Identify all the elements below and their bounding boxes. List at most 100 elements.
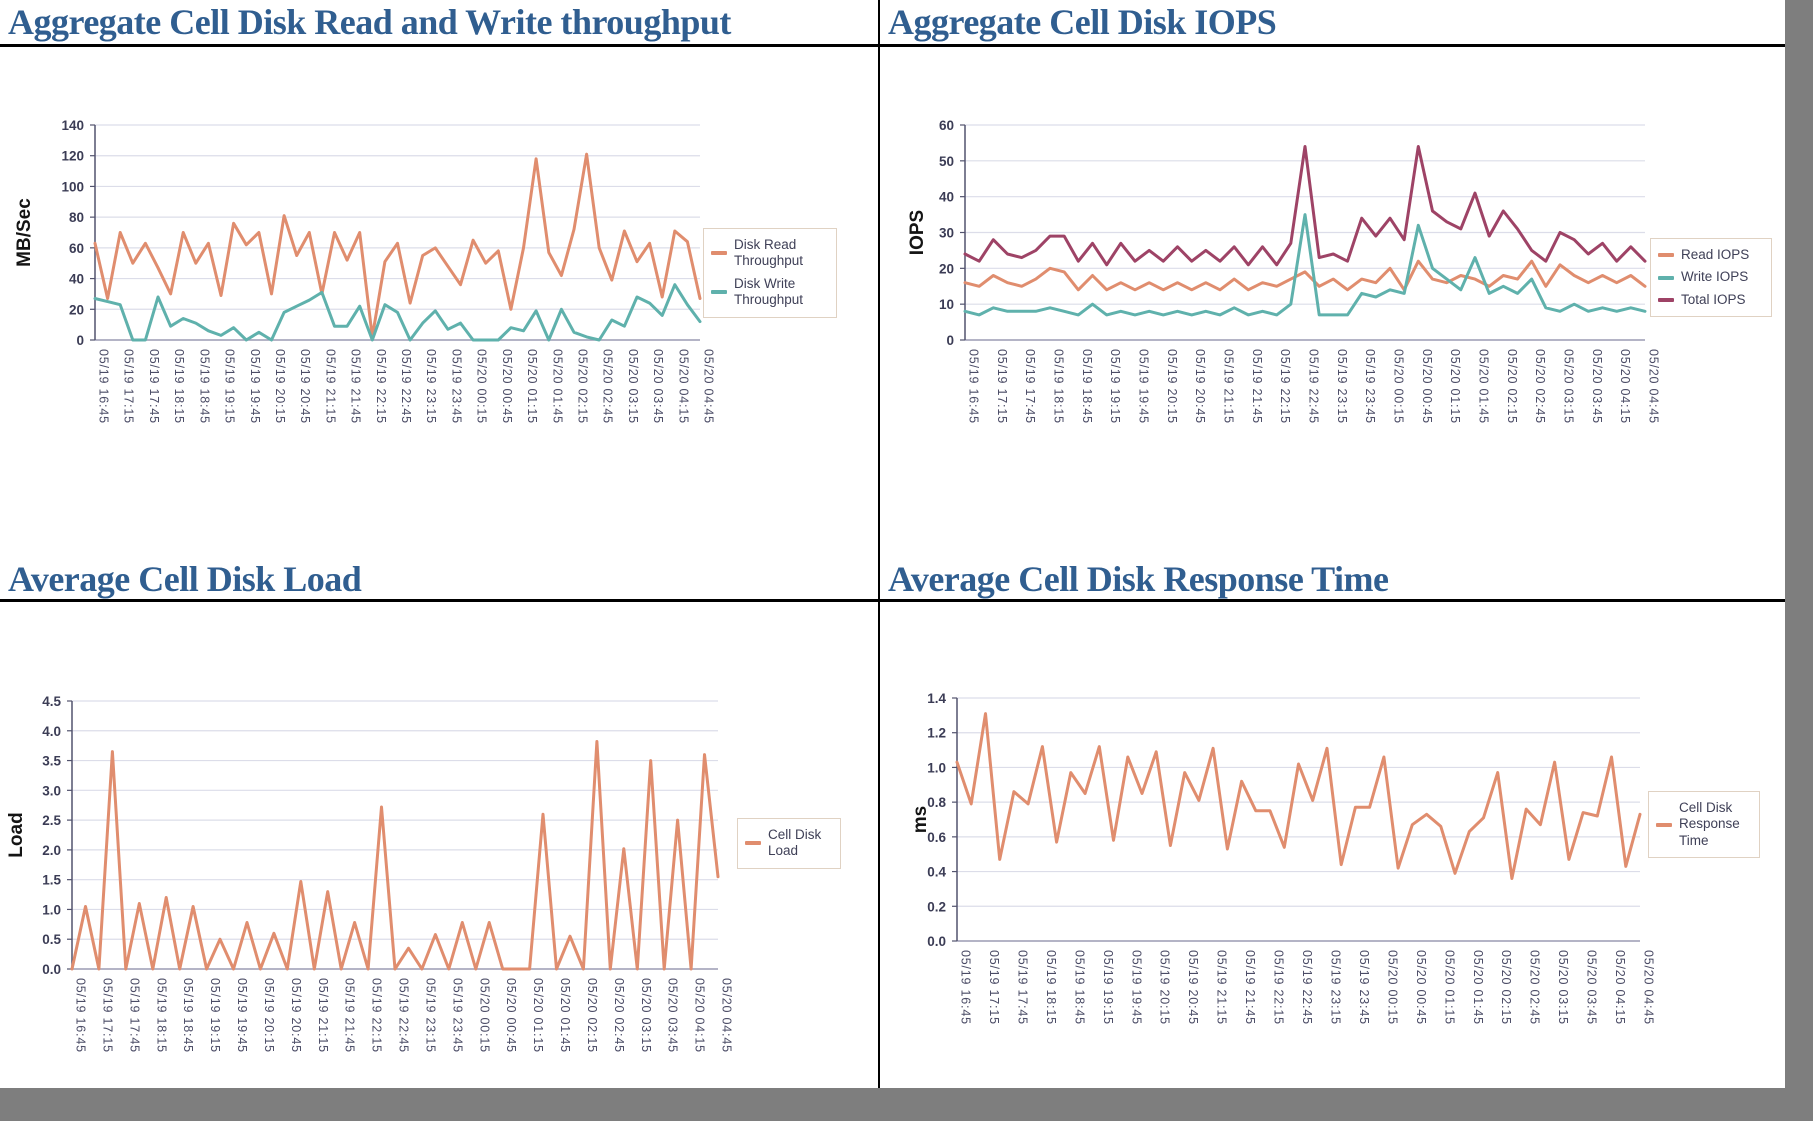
window-right-border xyxy=(1785,0,1813,1121)
svg-text:05/20 00:15: 05/20 00:15 xyxy=(475,349,489,424)
svg-text:05/20 02:15: 05/20 02:15 xyxy=(585,978,599,1053)
response-time-title: Average Cell Disk Response Time xyxy=(880,560,1785,602)
svg-text:0.0: 0.0 xyxy=(42,962,61,977)
iops-chart: 0 10 20 30 40 50 60 IOPS 05/19 16:45 05/19 17:15 0… xyxy=(907,118,1661,424)
svg-text:05/20 00:15: 05/20 00:15 xyxy=(477,978,491,1053)
legend-item: Disk Read Throughput xyxy=(711,237,829,270)
svg-text:40: 40 xyxy=(69,272,84,287)
svg-text:05/19 19:15: 05/19 19:15 xyxy=(223,349,237,424)
svg-text:3.5: 3.5 xyxy=(42,754,61,769)
svg-text:05/20 00:15: 05/20 00:15 xyxy=(1392,349,1406,424)
load-legend: Cell Disk Load xyxy=(737,818,841,869)
panel-iops: Aggregate Cell Disk IOPS 0 10 20 30 40 50 60 IO… xyxy=(880,0,1785,560)
svg-text:05/19 21:15: 05/19 21:15 xyxy=(323,349,337,424)
svg-text:4.0: 4.0 xyxy=(42,724,61,739)
svg-text:ms: ms xyxy=(910,806,931,833)
svg-text:05/20 01:15: 05/20 01:15 xyxy=(1442,950,1456,1025)
svg-text:05/19 16:45: 05/19 16:45 xyxy=(74,978,88,1053)
svg-text:0: 0 xyxy=(76,333,84,348)
svg-text:05/19 17:15: 05/19 17:15 xyxy=(987,950,1001,1025)
load-title: Average Cell Disk Load xyxy=(0,560,878,602)
svg-text:60: 60 xyxy=(939,118,954,133)
svg-text:05/20 02:15: 05/20 02:15 xyxy=(1499,950,1513,1025)
legend-item: Disk Write Throughput xyxy=(711,276,829,309)
svg-text:Load: Load xyxy=(6,812,27,857)
svg-text:05/20 02:45: 05/20 02:45 xyxy=(601,349,615,424)
svg-text:05/19 19:45: 05/19 19:45 xyxy=(235,978,249,1053)
svg-text:05/20 04:45: 05/20 04:45 xyxy=(720,978,734,1053)
svg-text:2.5: 2.5 xyxy=(42,813,61,828)
svg-text:05/19 22:45: 05/19 22:45 xyxy=(1307,349,1321,424)
throughput-chart: 0 20 40 60 80 100 120 140 MB/Sec 05/19 16:45 05/19… xyxy=(14,118,716,424)
svg-text:50: 50 xyxy=(939,154,954,169)
svg-text:30: 30 xyxy=(939,226,954,241)
svg-text:05/19 23:45: 05/19 23:45 xyxy=(449,349,463,424)
svg-text:0.6: 0.6 xyxy=(927,830,946,845)
svg-text:05/20 00:15: 05/20 00:15 xyxy=(1385,950,1399,1025)
svg-text:05/19 18:15: 05/19 18:15 xyxy=(1052,349,1066,424)
svg-text:05/19 23:15: 05/19 23:15 xyxy=(424,349,438,424)
svg-text:05/20 00:45: 05/20 00:45 xyxy=(1420,349,1434,424)
svg-text:05/19 21:45: 05/19 21:45 xyxy=(1243,950,1257,1025)
svg-text:05/19 23:15: 05/19 23:15 xyxy=(1328,950,1342,1025)
svg-text:140: 140 xyxy=(61,118,84,133)
svg-text:10: 10 xyxy=(939,297,954,312)
window-bottom-border xyxy=(0,1088,1813,1121)
svg-text:05/19 22:15: 05/19 22:15 xyxy=(374,349,388,424)
panel-load: Average Cell Disk Load 0.0 0.5 1.0 1.5 2.0 2.… xyxy=(0,560,878,1088)
svg-text:20: 20 xyxy=(939,261,954,276)
svg-text:1.5: 1.5 xyxy=(42,873,61,888)
svg-text:1.2: 1.2 xyxy=(927,726,946,741)
svg-text:05/20 02:45: 05/20 02:45 xyxy=(612,978,626,1053)
svg-text:05/19 19:15: 05/19 19:15 xyxy=(1108,349,1122,424)
svg-text:05/20 01:45: 05/20 01:45 xyxy=(550,349,564,424)
svg-text:05/19 23:15: 05/19 23:15 xyxy=(423,978,437,1053)
svg-text:05/19 22:15: 05/19 22:15 xyxy=(1278,349,1292,424)
svg-text:0.8: 0.8 xyxy=(927,795,946,810)
svg-text:MB/Sec: MB/Sec xyxy=(14,198,35,267)
svg-text:05/19 17:15: 05/19 17:15 xyxy=(995,349,1009,424)
legend-label: Disk Write Throughput xyxy=(734,275,804,308)
legend-label: Cell Disk Response Time xyxy=(1679,800,1740,848)
svg-text:05/19 23:15: 05/19 23:15 xyxy=(1335,349,1349,424)
legend-item: Write IOPS xyxy=(1658,269,1764,285)
svg-text:05/19 19:15: 05/19 19:15 xyxy=(1101,950,1115,1025)
legend-marker xyxy=(711,251,727,256)
legend-label: Total IOPS xyxy=(1681,291,1746,307)
legend-item: Cell Disk Response Time xyxy=(1656,800,1752,849)
svg-text:05/20 04:45: 05/20 04:45 xyxy=(1642,950,1656,1025)
legend-item: Total IOPS xyxy=(1658,292,1764,308)
svg-text:100: 100 xyxy=(61,179,84,194)
legend-marker xyxy=(711,290,727,295)
throughput-legend: Disk Read Throughput Disk Write Throughpu… xyxy=(703,228,837,318)
svg-text:0.2: 0.2 xyxy=(927,899,946,914)
svg-text:05/19 17:45: 05/19 17:45 xyxy=(147,349,161,424)
legend-marker xyxy=(1658,275,1674,280)
svg-text:05/19 23:45: 05/19 23:45 xyxy=(1357,950,1371,1025)
legend-label: Write IOPS xyxy=(1681,269,1749,285)
svg-text:1.0: 1.0 xyxy=(927,760,946,775)
svg-text:05/20 00:45: 05/20 00:45 xyxy=(504,978,518,1053)
svg-text:05/19 19:45: 05/19 19:45 xyxy=(1129,950,1143,1025)
svg-text:40: 40 xyxy=(939,190,954,205)
svg-text:05/19 19:45: 05/19 19:45 xyxy=(1137,349,1151,424)
svg-text:0.0: 0.0 xyxy=(927,934,946,949)
svg-text:05/20 03:15: 05/20 03:15 xyxy=(639,978,653,1053)
legend-marker xyxy=(1658,298,1674,303)
svg-text:05/20 01:15: 05/20 01:15 xyxy=(525,349,539,424)
legend-label: Read IOPS xyxy=(1681,247,1750,262)
svg-text:05/20 03:45: 05/20 03:45 xyxy=(1590,349,1604,424)
legend-label: Cell Disk Load xyxy=(768,827,822,859)
svg-text:05/19 16:45: 05/19 16:45 xyxy=(967,349,981,424)
svg-text:05/19 20:45: 05/19 20:45 xyxy=(298,349,312,424)
svg-text:4.5: 4.5 xyxy=(42,694,61,709)
svg-text:20: 20 xyxy=(69,302,84,317)
svg-text:05/20 00:45: 05/20 00:45 xyxy=(1414,950,1428,1025)
svg-text:05/20 04:45: 05/20 04:45 xyxy=(1647,349,1661,424)
svg-text:05/19 21:45: 05/19 21:45 xyxy=(343,978,357,1053)
svg-text:05/20 01:15: 05/20 01:15 xyxy=(531,978,545,1053)
panel-throughput: Aggregate Cell Disk Read and Write throu… xyxy=(0,0,878,560)
svg-text:05/20 01:45: 05/20 01:45 xyxy=(1477,349,1491,424)
svg-text:05/20 02:15: 05/20 02:15 xyxy=(575,349,589,424)
svg-text:3.0: 3.0 xyxy=(42,783,61,798)
